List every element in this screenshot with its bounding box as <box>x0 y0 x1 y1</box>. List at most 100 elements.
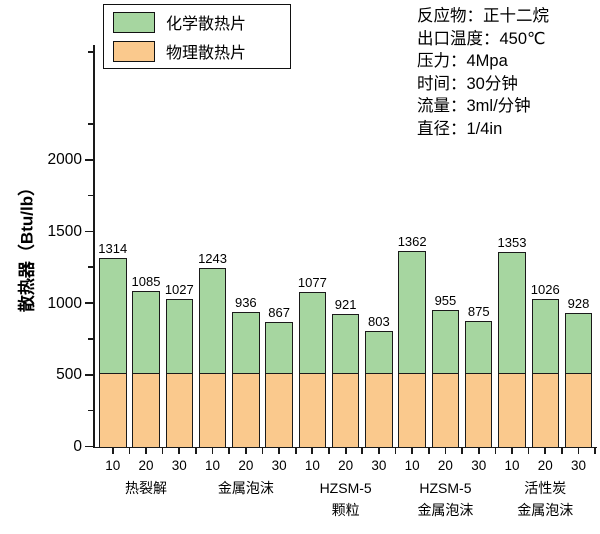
bar-value-label: 1243 <box>198 251 227 267</box>
y-tick-label: 2000 <box>47 151 82 169</box>
y-axis-line <box>93 45 95 449</box>
group-label: HZSM-5 <box>319 480 372 496</box>
bar-segment-physical <box>265 373 293 449</box>
x-minor-tick <box>461 448 463 455</box>
bar-segment-chemical <box>132 290 160 374</box>
x-tick-label: 30 <box>171 457 187 473</box>
group-label: 金属泡沫 <box>417 501 474 518</box>
x-tick-label: 30 <box>371 457 387 473</box>
x-major-tick <box>178 448 181 455</box>
x-major-tick <box>577 448 580 455</box>
legend-swatch-physical <box>113 40 155 62</box>
x-tick-label: 10 <box>105 457 121 473</box>
legend-swatch-chemical <box>113 11 155 33</box>
x-minor-tick <box>161 448 164 455</box>
x-minor-tick <box>527 448 530 455</box>
legend-label-chemical: 化学散热片 <box>166 16 247 33</box>
x-tick-label: 20 <box>238 457 254 473</box>
group-label: 金属泡沫 <box>517 501 574 518</box>
bar-segment-physical <box>531 373 559 449</box>
x-tick-label: 20 <box>138 457 154 473</box>
x-major-tick <box>477 448 480 455</box>
x-minor-tick <box>261 448 264 455</box>
bar-value-label: 867 <box>268 305 290 321</box>
bar-segment-chemical <box>498 252 526 374</box>
annotation-line-time: 时间：30分钟 <box>417 74 518 93</box>
x-minor-tick <box>561 448 563 455</box>
y-minor-tick <box>88 51 94 53</box>
bar-value-label: 955 <box>434 292 457 308</box>
bar-segment-physical <box>232 373 260 449</box>
conditions-annotation: 反应物：正十二烷 出口温度：450℃ 压力：4Mpa 时间：30分钟 流量：3m… <box>417 5 549 140</box>
x-tick-label: 10 <box>404 457 420 473</box>
x-minor-tick <box>428 448 430 455</box>
bar-value-label: 875 <box>467 304 490 320</box>
bar-segment-physical <box>298 373 327 449</box>
legend: 化学散热片 物理散热片 <box>103 4 291 69</box>
bar-value-label: 1077 <box>297 275 327 291</box>
y-major-tick <box>85 158 94 161</box>
x-major-tick <box>211 448 214 455</box>
group-label: HZSM-5 <box>419 480 472 496</box>
bar-segment-physical <box>165 373 194 449</box>
x-minor-tick <box>228 448 230 455</box>
x-tick-label: 20 <box>437 457 453 473</box>
bar-segment-physical <box>498 373 526 449</box>
x-minor-tick <box>328 448 330 455</box>
annotation-line-reactant: 反应物：正十二烷 <box>417 7 549 25</box>
bar-segment-chemical <box>265 322 293 374</box>
x-major-tick <box>411 448 414 455</box>
x-tick-label: 20 <box>338 457 354 473</box>
x-major-tick <box>444 448 447 455</box>
bar-value-label: 803 <box>368 314 390 330</box>
bar-segment-physical <box>198 373 227 449</box>
y-tick-label: 1000 <box>47 294 82 312</box>
bar-segment-physical <box>365 373 393 449</box>
x-minor-tick <box>195 448 197 455</box>
y-minor-tick <box>88 266 94 269</box>
y-minor-tick <box>88 194 94 197</box>
group-label: 金属泡沫 <box>217 480 274 496</box>
bar-segment-chemical <box>531 299 559 374</box>
bar-segment-chemical <box>331 314 360 374</box>
x-minor-tick <box>394 448 397 455</box>
bar-value-label: 1362 <box>397 234 427 250</box>
bar-segment-physical <box>431 373 460 449</box>
x-major-tick <box>145 448 147 455</box>
y-major-tick <box>85 302 94 304</box>
bar-segment-chemical <box>232 312 260 374</box>
x-minor-tick <box>494 448 497 455</box>
bar-segment-chemical <box>198 268 227 374</box>
bar-value-label: 921 <box>334 297 357 313</box>
x-major-tick <box>544 448 547 455</box>
x-major-tick <box>278 448 280 455</box>
bar-segment-chemical <box>398 251 426 374</box>
group-label: 活性炭 <box>524 480 567 496</box>
x-tick-label: 20 <box>537 457 553 473</box>
x-tick-label: 10 <box>304 457 320 473</box>
y-major-tick <box>85 373 94 376</box>
group-label: 热裂解 <box>125 480 168 496</box>
x-major-tick <box>344 448 347 455</box>
annotation-line-pressure: 压力：4Mpa <box>417 52 508 70</box>
group-label: 颗粒 <box>331 501 360 518</box>
x-major-tick <box>111 448 114 455</box>
annotation-line-diameter: 直径：1/4in <box>417 119 503 138</box>
x-minor-tick <box>294 448 297 455</box>
y-tick-label: 1500 <box>47 222 82 240</box>
y-major-tick <box>85 445 94 448</box>
x-tick-label: 30 <box>571 457 587 473</box>
legend-item-physical: 物理散热片 <box>113 39 281 63</box>
bar-segment-chemical <box>298 292 327 374</box>
annotation-line-outlet-temp: 出口温度：450℃ <box>417 29 546 48</box>
bar-value-label: 1027 <box>164 282 194 298</box>
bar-value-label: 1026 <box>530 282 560 298</box>
y-minor-tick <box>88 338 94 340</box>
x-tick-label: 10 <box>205 457 221 473</box>
y-tick-label: 0 <box>73 438 82 455</box>
x-major-tick <box>511 448 513 455</box>
x-tick-label: 30 <box>471 457 487 473</box>
y-axis-title: 散热器（Btu/lb） <box>17 178 37 313</box>
